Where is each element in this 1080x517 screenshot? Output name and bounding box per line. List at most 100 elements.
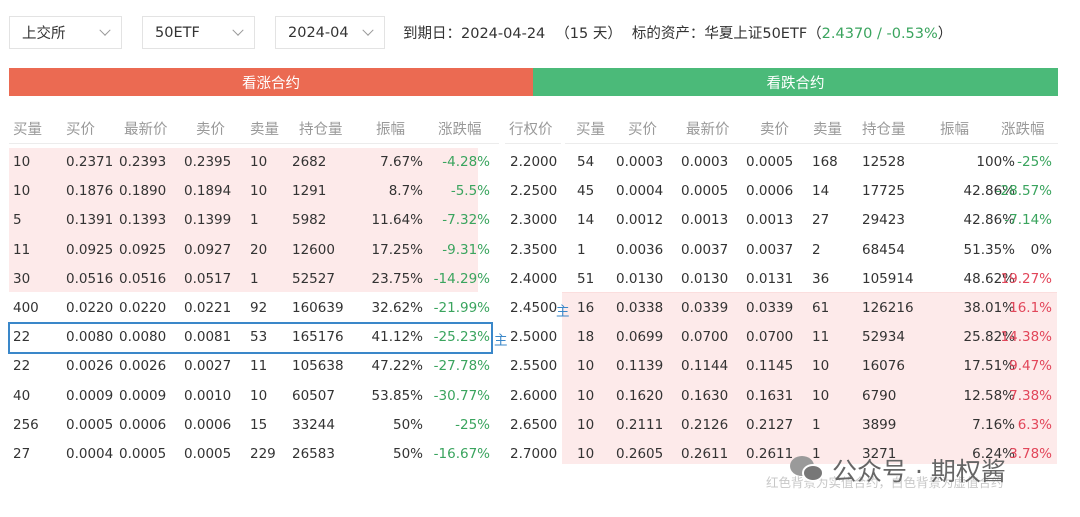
- call-ask-qty: 1: [250, 270, 259, 287]
- table-row[interactable]: 10 0.1876 0.1890 0.1894 10 1291 8.7% -5.5% 2.250…: [0, 177, 1080, 206]
- call-section-title: 看涨合约: [242, 75, 300, 92]
- call-bid-qty: 22: [13, 329, 31, 346]
- call-ask-qty: 92: [250, 300, 268, 316]
- call-amplitude: 41.12%: [371, 329, 423, 346]
- call-bid-qty: 30: [13, 270, 31, 287]
- call-last: 0.0516: [119, 270, 167, 287]
- call-ask-qty: 11: [250, 358, 268, 375]
- month-value: 2024-04: [288, 24, 349, 41]
- put-amplitude: 6.24%: [972, 446, 1015, 462]
- call-ask: 0.0517: [184, 270, 232, 287]
- table-row[interactable]: 10 0.2371 0.2393 0.2395 10 2682 7.67% -4.28% 2.2…: [0, 148, 1080, 177]
- call-last: 0.0026: [119, 358, 167, 375]
- call-bid-qty: 27: [13, 446, 31, 462]
- put-section-title: 看跌合约: [766, 75, 825, 92]
- wechat-icon: [790, 456, 824, 484]
- put-bid: 0.0338: [616, 300, 664, 316]
- asset-quote-close: ）: [937, 26, 953, 42]
- call-ask-qty: 10: [250, 183, 268, 200]
- call-ask: 0.0221: [184, 300, 232, 316]
- table-row[interactable]: 22 0.0026 0.0026 0.0027 11 105638 47.22% -27.78…: [0, 352, 1080, 381]
- put-change: 6.3%: [1017, 416, 1052, 433]
- put-amplitude: 17.51%: [963, 358, 1015, 375]
- asset-label: 标的资产：: [631, 26, 705, 42]
- call-last: 0.0925: [119, 241, 167, 258]
- table-row[interactable]: 22 0.0080 0.0080 0.0081 53 165176 41.12% -25.23…: [0, 323, 1080, 352]
- put-open-interest: 105914: [862, 270, 914, 287]
- call-open-interest: 160639: [292, 300, 344, 316]
- divider: [562, 292, 1057, 293]
- exchange-select[interactable]: 上交所: [9, 16, 122, 49]
- put-open-interest: 68454: [862, 241, 905, 258]
- put-bid-qty: 10: [577, 416, 595, 433]
- call-ask-qty: 229: [250, 446, 276, 462]
- put-section-header: 看跌合约: [533, 68, 1058, 96]
- column-header-row: 买量 买价 最新价 卖价 卖量 持仓量 振幅 涨跌幅 行权价 买量 买价 最新价…: [0, 110, 1080, 143]
- call-last: 0.0220: [119, 300, 167, 316]
- underlying-select[interactable]: 50ETF: [142, 16, 255, 49]
- col-call-bid: 买价: [66, 122, 95, 138]
- put-ask-qty: 1: [812, 416, 821, 433]
- put-bid: 0.0004: [616, 183, 664, 200]
- put-bid-qty: 51: [577, 270, 595, 287]
- put-open-interest: 29423: [862, 212, 905, 229]
- put-bid: 0.1139: [616, 358, 664, 375]
- put-ask-qty: 11: [812, 329, 830, 346]
- col-put-bid: 买价: [628, 122, 657, 138]
- strike-price: 2.3500: [510, 241, 558, 258]
- exchange-value: 上交所: [22, 26, 66, 42]
- put-change: -25%: [1017, 154, 1052, 170]
- table-row[interactable]: 40 0.0009 0.0009 0.0010 10 60507 53.85% -30.77%…: [0, 382, 1080, 411]
- strike-price: 2.4500: [510, 300, 558, 316]
- put-open-interest: 3271: [862, 446, 897, 462]
- call-change: -25%: [455, 416, 490, 433]
- call-last: 0.2393: [119, 154, 167, 170]
- put-bid-qty: 10: [577, 387, 595, 404]
- call-open-interest: 1291: [292, 183, 327, 200]
- put-open-interest: 17725: [862, 183, 905, 200]
- call-bid: 0.1391: [66, 212, 114, 229]
- divider: [565, 143, 1058, 144]
- put-change: -7.14%: [1004, 212, 1052, 229]
- call-amplitude: 23.75%: [371, 270, 423, 287]
- put-bid: 0.0130: [616, 270, 664, 287]
- expiry-info: 到期日：2024-04-24 （15 天） 标的资产：华夏上证50ETF（2.437…: [403, 22, 952, 43]
- call-change: -9.31%: [442, 241, 490, 258]
- call-ask: 0.0006: [184, 416, 232, 433]
- month-select[interactable]: 2024-04: [275, 16, 385, 49]
- put-ask: 0.0339: [746, 300, 794, 316]
- put-ask: 0.0700: [746, 329, 794, 346]
- put-ask-qty: 1: [812, 446, 821, 462]
- call-amplitude: 11.64%: [371, 212, 423, 229]
- put-change: 7.38%: [1009, 387, 1052, 404]
- call-bid: 0.0009: [66, 387, 114, 404]
- table-row[interactable]: 27 0.0004 0.0005 0.0005 229 26583 50% -16.67% 2.…: [0, 440, 1080, 469]
- call-ask-qty: 53: [250, 329, 268, 346]
- table-row[interactable]: 400 0.0220 0.0220 0.0221 92 160639 32.62% -21.9…: [0, 294, 1080, 323]
- col-put-change: 涨跌幅: [1001, 122, 1045, 138]
- put-open-interest: 16076: [862, 358, 905, 375]
- table-row[interactable]: 256 0.0005 0.0006 0.0006 15 33244 50% -25% 2.650…: [0, 411, 1080, 440]
- call-open-interest: 5982: [292, 212, 327, 229]
- table-row[interactable]: 11 0.0925 0.0925 0.0927 20 12600 17.25% -9.31% 2…: [0, 236, 1080, 265]
- col-put-ask: 卖价: [760, 122, 789, 138]
- call-ask: 0.1399: [184, 212, 232, 229]
- call-amplitude: 32.62%: [371, 300, 423, 316]
- call-change: -16.67%: [433, 446, 490, 462]
- table-row[interactable]: 30 0.0516 0.0516 0.0517 1 52527 23.75% -14.29% 2…: [0, 265, 1080, 294]
- col-call-oi: 持仓量: [299, 122, 343, 138]
- put-open-interest: 126216: [862, 300, 914, 316]
- put-ask: 0.0131: [746, 270, 794, 287]
- col-call-ask: 卖价: [196, 122, 225, 138]
- put-last: 0.0005: [681, 183, 729, 200]
- put-amplitude: 38.01%: [963, 300, 1015, 316]
- put-last: 0.0013: [681, 212, 729, 229]
- put-change: 16.1%: [1009, 300, 1052, 316]
- call-bid-qty: 10: [13, 154, 31, 170]
- table-row[interactable]: 5 0.1391 0.1393 0.1399 1 5982 11.64% -7.32% 2.30…: [0, 206, 1080, 235]
- call-ask: 0.0005: [184, 446, 232, 462]
- put-open-interest: 52934: [862, 329, 905, 346]
- put-ask-qty: 14: [812, 183, 830, 200]
- call-change: -7.32%: [442, 212, 490, 229]
- call-bid: 0.2371: [66, 154, 114, 170]
